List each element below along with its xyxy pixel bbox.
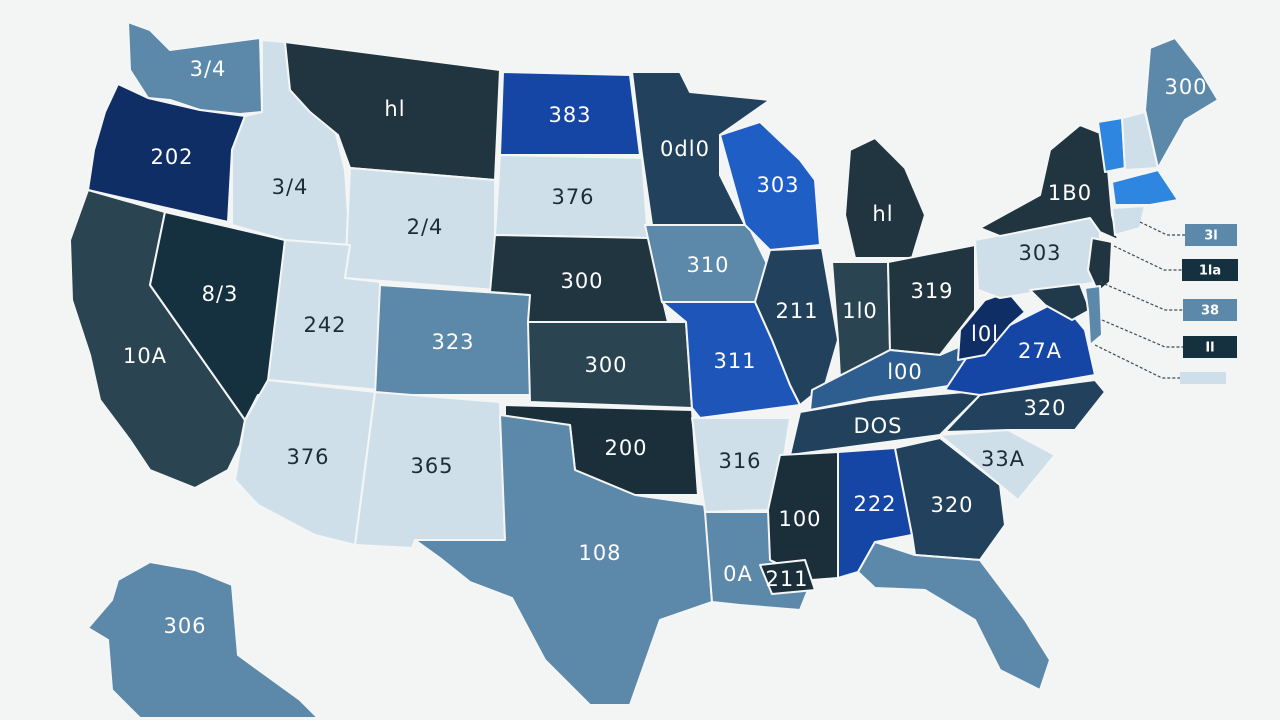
state-oh[interactable]: [887, 244, 976, 356]
state-ak[interactable]: [87, 561, 319, 719]
state-tx[interactable]: [414, 414, 713, 706]
callout-box-ct-callout[interactable]: [1182, 259, 1238, 281]
state-ma[interactable]: [1111, 169, 1179, 206]
state-label-mn: 0dl0: [660, 137, 710, 161]
state-label-ar: 316: [718, 449, 761, 473]
state-label-va: 27A: [1018, 339, 1062, 363]
state-label-az: 376: [286, 445, 329, 469]
leader-line-nj-callout: [1099, 281, 1183, 311]
state-ga[interactable]: [894, 437, 1006, 561]
state-label-ga: 320: [930, 493, 973, 517]
callout-box-ri[interactable]: [1185, 224, 1237, 246]
state-label-al: 222: [853, 492, 896, 516]
leader-line-ct-callout: [1113, 245, 1182, 271]
state-label-ms-coast: 211: [765, 567, 808, 591]
state-wv[interactable]: [957, 291, 1026, 361]
callout-label-de-callout: Il: [1205, 341, 1214, 356]
state-label-ca: 10A: [123, 344, 167, 368]
state-label-mo: 311: [713, 349, 756, 373]
state-label-pa: 303: [1018, 241, 1061, 265]
callout-label-nj-callout: 38: [1201, 304, 1219, 319]
callout-box-dc-callout[interactable]: [1180, 372, 1226, 384]
state-mt[interactable]: [284, 41, 501, 181]
state-label-sd: 376: [551, 185, 594, 209]
state-label-ks: 300: [584, 353, 627, 377]
state-wi[interactable]: [719, 121, 821, 251]
state-label-ne: 300: [560, 269, 603, 293]
state-label-me: 300: [1164, 75, 1207, 99]
state-label-tx: 108: [578, 541, 621, 565]
leader-line-de-callout: [1101, 319, 1183, 348]
state-label-nm: 365: [410, 454, 453, 478]
state-label-mi: hl: [872, 202, 893, 226]
state-or[interactable]: [87, 83, 246, 223]
state-label-ms: 100: [778, 507, 821, 531]
state-label-wi: 303: [756, 173, 799, 197]
state-mi[interactable]: [844, 137, 926, 259]
state-md[interactable]: [1029, 283, 1091, 321]
state-label-ok: 200: [604, 436, 647, 460]
state-label-sc: 33A: [981, 447, 1025, 471]
callout-box-de-callout[interactable]: [1183, 336, 1237, 358]
state-nd[interactable]: [499, 71, 641, 156]
states-layer: [69, 21, 1219, 719]
state-label-ky: l00: [887, 360, 923, 384]
callout-leaders: [1094, 221, 1185, 379]
state-label-ut: 242: [303, 313, 346, 337]
state-mn[interactable]: [631, 71, 771, 226]
state-labels: 3/4 202 10A 8/3 3/4 hl 2/4 242 323 376 365 383 376 30…: [123, 57, 1207, 638]
state-label-ia: 310: [686, 253, 729, 277]
state-me[interactable]: [1144, 37, 1219, 169]
state-ms-coast[interactable]: [759, 559, 816, 595]
callouts-layer: 3l 1la 38 Il: [1180, 224, 1238, 384]
state-label-wv: l0l: [971, 322, 999, 346]
state-label-oh: 319: [910, 279, 953, 303]
state-label-tn: DOS: [853, 414, 902, 438]
state-label-in: 1l0: [842, 299, 878, 323]
state-fl[interactable]: [857, 541, 1051, 691]
state-label-wa: 3/4: [190, 57, 227, 81]
state-label-nd: 383: [548, 103, 591, 127]
state-de[interactable]: [1084, 285, 1103, 346]
state-label-wy: 2/4: [407, 215, 444, 239]
leader-line-dc-callout: [1094, 344, 1180, 379]
callout-label-ct-callout: 1la: [1199, 264, 1221, 279]
state-nj[interactable]: [1087, 237, 1113, 293]
state-label-ny: 1B0: [1048, 181, 1092, 205]
state-ct[interactable]: [1111, 205, 1146, 236]
state-il[interactable]: [754, 247, 839, 406]
callout-label-ri: 3l: [1204, 229, 1218, 244]
state-label-id: 3/4: [272, 175, 309, 199]
state-label-or: 202: [150, 145, 193, 169]
leader-line-ri: [1139, 221, 1185, 236]
callout-box-nj-callout[interactable]: [1183, 299, 1237, 321]
state-label-nc: 320: [1023, 396, 1066, 420]
state-label-mt: hl: [384, 97, 405, 121]
state-label-la: 0A: [723, 562, 753, 586]
state-wa[interactable]: [127, 21, 263, 115]
state-label-nv: 8/3: [202, 282, 239, 306]
state-label-co: 323: [431, 330, 474, 354]
state-label-ak: 306: [163, 614, 206, 638]
state-label-il: 211: [775, 299, 818, 323]
